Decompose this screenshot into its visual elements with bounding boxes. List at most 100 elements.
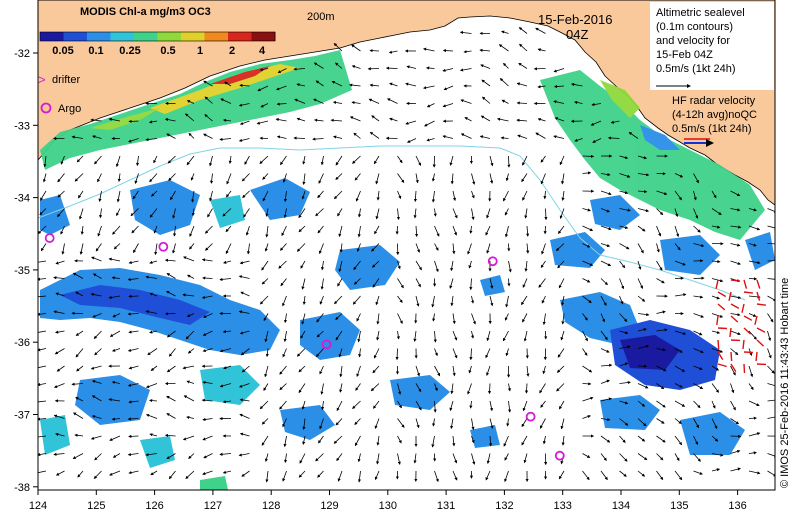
current-vector [201,398,213,402]
argo-marker-icon [321,339,332,350]
current-vector [93,470,102,479]
current-vector [557,348,565,358]
current-vector [352,400,361,410]
current-vector [433,330,437,343]
current-vector [222,118,232,122]
current-vector [145,275,158,279]
current-vector [145,413,158,419]
current-vector [748,243,757,247]
current-vector [619,380,631,385]
current-vector [75,397,84,402]
current-vector [559,400,565,410]
current-vector [373,155,380,165]
current-vector [57,173,65,183]
current-vector [239,260,250,265]
current-vector [372,365,380,374]
current-vector [767,383,775,388]
current-vector [112,348,121,352]
current-vector [582,243,591,248]
current-vector [540,400,546,408]
current-vector [522,190,528,201]
current-vector [90,365,102,370]
current-vector [449,155,454,166]
x-tick-label: 135 [670,500,688,512]
hf-legend-line-2: (4-12h avg)noQC [672,109,757,121]
current-vector [39,208,47,216]
current-vector [767,348,772,359]
current-vector [450,173,454,185]
current-vector [298,383,306,394]
hf-vector [716,315,719,326]
current-vector [374,418,380,430]
current-vector [371,115,380,122]
current-vector [619,345,631,349]
current-vector [693,190,697,201]
current-vector [422,85,435,90]
current-vector [397,383,402,395]
hf-vector [756,339,765,347]
current-vector [607,136,620,140]
current-vector [280,155,287,166]
alt-legend-line-4: 15-Feb 04Z [656,49,713,61]
current-vector [452,435,456,447]
current-vector [559,155,565,166]
current-vector [127,312,139,316]
current-vector [553,135,565,139]
current-vector [209,155,213,167]
current-vector [470,295,475,304]
current-vector [674,190,682,201]
current-vector [507,400,512,413]
current-vector [55,292,65,297]
current-vector [434,365,441,377]
current-vector [372,278,380,288]
current-vector [674,470,683,481]
current-vector [204,243,213,251]
current-vector [619,278,625,290]
current-vector [91,256,102,262]
alt-legend-line-1: Altimetric sealevel [656,7,745,19]
current-vector [637,470,646,477]
current-vector [489,278,494,289]
current-vector [166,330,176,338]
current-vector [320,278,324,290]
current-vector [397,418,405,428]
current-vector [582,415,591,419]
colorbar-swatch [63,32,88,41]
current-vector [38,382,47,387]
current-vector [164,258,176,262]
current-vector [748,313,757,317]
current-vector [282,418,287,428]
current-vector [656,400,666,408]
current-vector [280,278,287,287]
current-vector [619,400,629,405]
current-vector [496,117,509,122]
current-vector [97,173,102,183]
current-vector [357,470,362,483]
current-vector [619,313,628,322]
current-vector [619,190,629,195]
current-vector [128,365,139,370]
current-vector [628,131,639,139]
current-vector [242,190,250,199]
current-vector [167,155,176,164]
current-vector [450,383,454,395]
current-vector [561,435,565,446]
current-vector [748,432,761,437]
current-vector [463,50,472,54]
current-vector [38,417,47,421]
hf-legend-line-3: 0.5m/s (1kt 24h) [672,123,751,135]
current-vector [523,453,528,464]
current-vector [352,155,361,164]
current-vector [508,260,512,273]
land-mass [38,0,775,206]
current-vector [637,243,644,254]
isobath-200m [38,145,746,301]
current-vector [298,470,306,478]
current-vector [182,435,195,441]
hf-vector [730,363,737,372]
colorbar-tick-label: 2 [229,45,235,57]
current-vector [637,173,650,177]
current-vector [561,173,565,185]
current-vector [222,470,232,474]
current-vector [452,348,458,359]
